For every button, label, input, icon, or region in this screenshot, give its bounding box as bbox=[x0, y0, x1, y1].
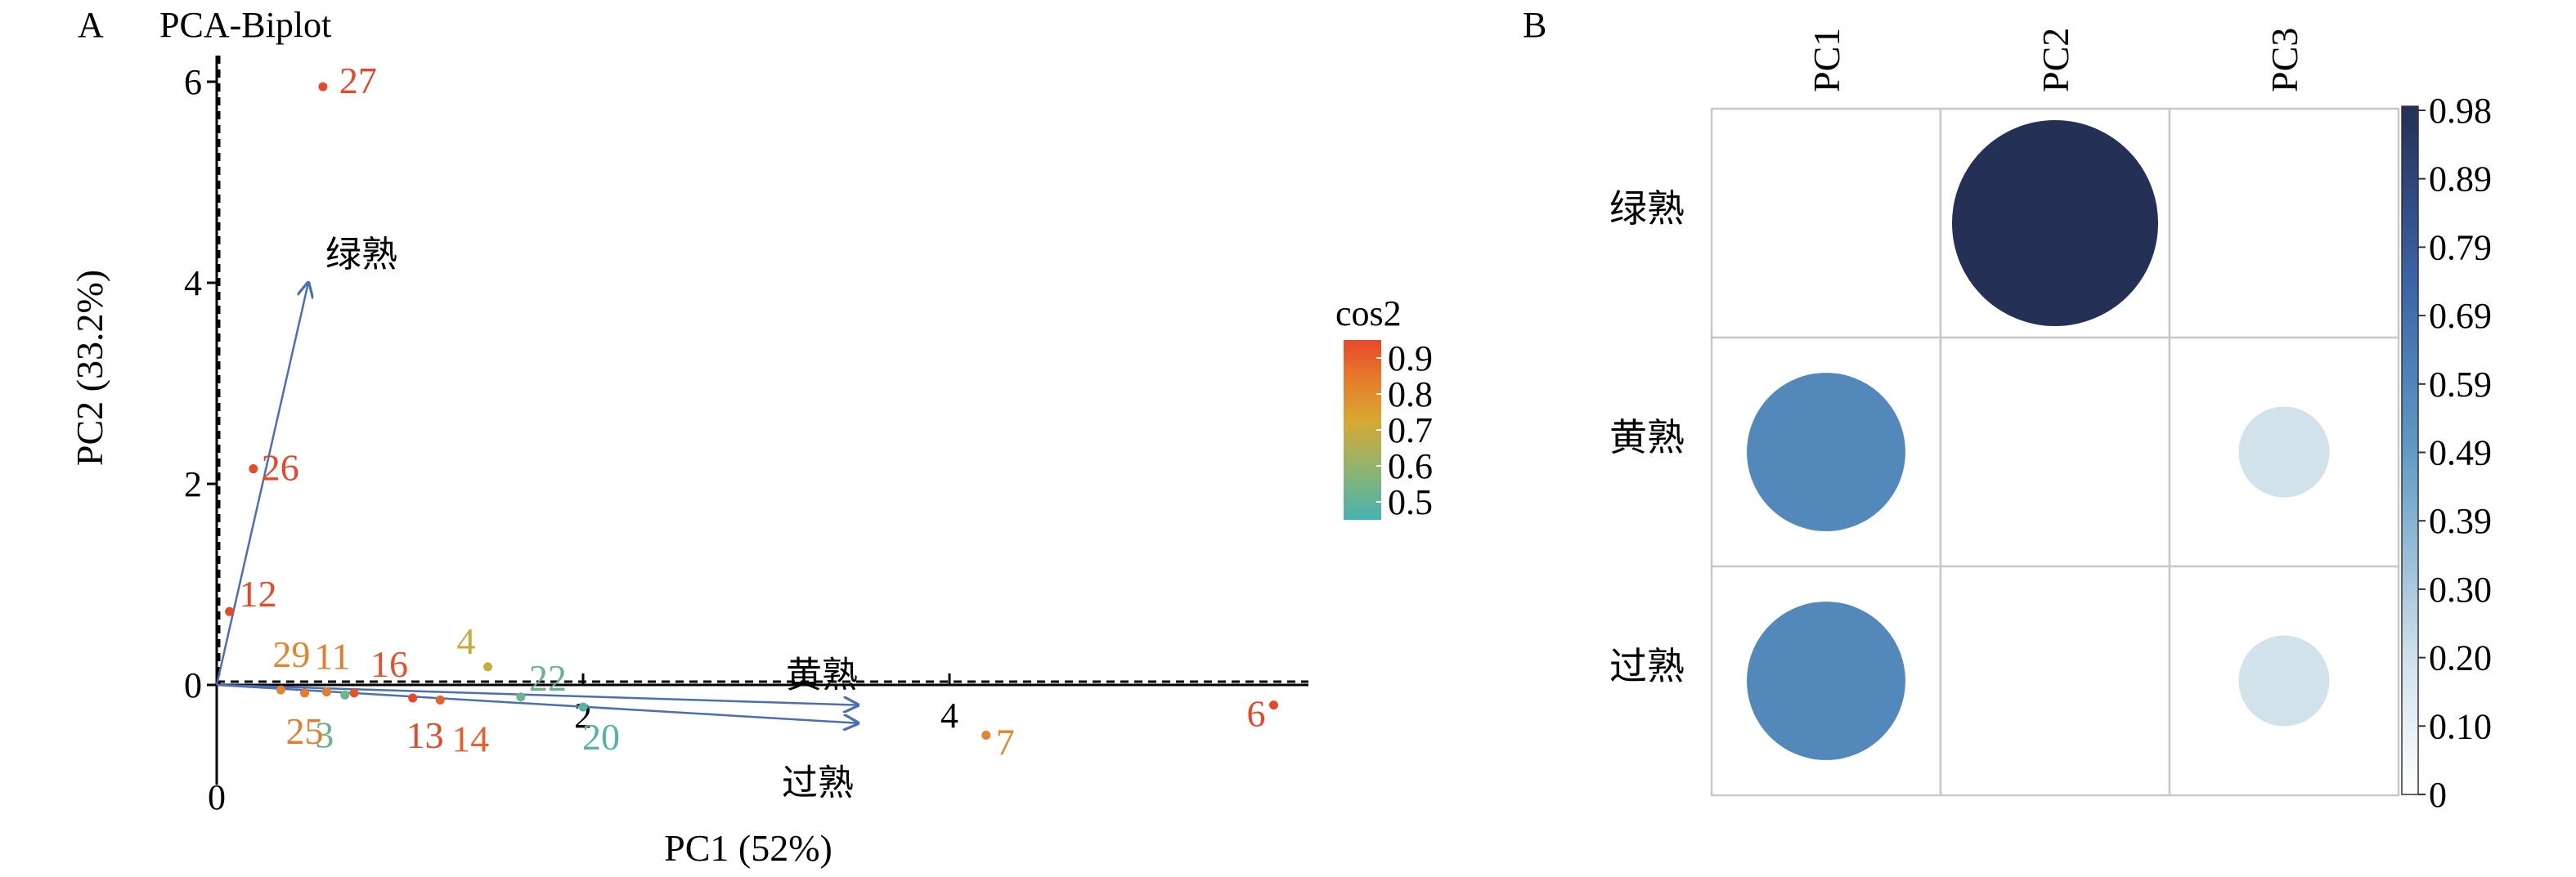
column-label: PC2 bbox=[2035, 28, 2076, 92]
colorbar-tick-label: 0.69 bbox=[2429, 296, 2492, 336]
score-point bbox=[321, 687, 331, 697]
colorbar-tick-label: 0.59 bbox=[2429, 365, 2492, 405]
row-label: 绿熟 bbox=[1609, 186, 1685, 230]
score-point bbox=[578, 702, 588, 712]
loading-vector bbox=[216, 683, 858, 705]
score-point bbox=[483, 662, 493, 672]
point-label: 12 bbox=[240, 573, 277, 615]
loading-vector-label: 过熟 bbox=[782, 763, 854, 804]
x-ticks: 02 4 bbox=[208, 673, 958, 817]
score-point bbox=[435, 695, 445, 705]
point-label: 26 bbox=[262, 447, 299, 489]
score-point bbox=[249, 464, 258, 474]
score-points: 27 26 12 29 11 16 4 22 253 13 14 20 7 6 bbox=[225, 60, 1278, 763]
point-label: 29 bbox=[272, 633, 310, 675]
score-point bbox=[981, 731, 991, 740]
y-ticks: 0 2 4 6 bbox=[184, 62, 217, 705]
cos2-tick-label: 0.7 bbox=[1388, 410, 1433, 450]
y-tick-label: 2 bbox=[184, 464, 202, 504]
correlation-cell bbox=[1939, 565, 2171, 797]
score-point bbox=[276, 685, 285, 695]
point-label: 3 bbox=[315, 714, 334, 755]
colorbar-tick-label: 0 bbox=[2429, 775, 2447, 815]
point-label: 22 bbox=[529, 657, 567, 699]
colorbar-tick-label: 0.30 bbox=[2429, 570, 2492, 610]
point-label: 11 bbox=[314, 636, 350, 678]
y-tick-label: 0 bbox=[184, 665, 202, 705]
panel-b-label: B bbox=[1523, 5, 1546, 45]
colorbar-tick-label: 0.89 bbox=[2429, 159, 2492, 199]
cos2-tick-label: 0.8 bbox=[1388, 374, 1433, 414]
y-tick-label: 6 bbox=[184, 62, 202, 102]
score-point bbox=[225, 606, 235, 616]
correlation-cell bbox=[1939, 336, 2171, 568]
colorbar-tick-label: 0.10 bbox=[2429, 706, 2492, 746]
loading-vector-label: 绿熟 bbox=[325, 234, 397, 275]
score-point bbox=[1268, 700, 1278, 710]
point-label: 4 bbox=[457, 620, 476, 662]
y-tick-label: 4 bbox=[184, 263, 202, 303]
row-label: 黄熟 bbox=[1609, 415, 1685, 459]
cos2-colorbar bbox=[1344, 340, 1381, 520]
colorbar-tick-label: 0.49 bbox=[2429, 433, 2492, 473]
point-label: 16 bbox=[370, 643, 408, 685]
x-tick-label: 4 bbox=[940, 696, 958, 736]
point-label: 6 bbox=[1246, 693, 1265, 735]
cos2-tick-label: 0.9 bbox=[1388, 338, 1433, 378]
point-label: 14 bbox=[451, 718, 489, 759]
correlation-grid bbox=[1710, 107, 2400, 797]
point-label: 20 bbox=[582, 716, 620, 758]
x-tick-label: 0 bbox=[208, 777, 226, 817]
column-label: PC3 bbox=[2264, 28, 2305, 92]
x-axis-label: PC1 (52%) bbox=[664, 827, 832, 869]
point-label: 27 bbox=[339, 60, 377, 101]
score-point bbox=[349, 688, 359, 698]
correlation-colorbar-ticks: 0.98 0.89 0.79 0.69 0.59 0.49 0.39 0.30 0.20 0.10… bbox=[2418, 91, 2492, 815]
cos2-legend-title: cos2 bbox=[1335, 293, 1402, 333]
loading-vector bbox=[215, 283, 308, 686]
score-point bbox=[516, 692, 526, 702]
correlation-circle bbox=[2238, 406, 2330, 498]
biplot-title: PCA-Biplot bbox=[159, 5, 331, 45]
correlation-circle bbox=[2238, 635, 2330, 727]
panel-a-label: A bbox=[78, 5, 104, 45]
column-label: PC1 bbox=[1806, 28, 1847, 92]
cos2-tick-label: 0.6 bbox=[1388, 446, 1433, 486]
loading-vector-label: 黄熟 bbox=[786, 655, 858, 696]
row-label: 过熟 bbox=[1609, 644, 1685, 688]
score-point bbox=[340, 690, 350, 700]
point-label: 25 bbox=[286, 710, 324, 752]
score-point bbox=[408, 693, 418, 703]
colorbar-tick-label: 0.39 bbox=[2429, 501, 2492, 541]
cos2-colorbar-ticks: 0.90.80.70.60.5 bbox=[1376, 338, 1433, 522]
correlation-cell bbox=[1710, 107, 1942, 339]
correlation-circle bbox=[1747, 602, 1905, 760]
colorbar-tick-label: 0.98 bbox=[2429, 91, 2492, 131]
column-labels: PC1 PC2 PC3 bbox=[1806, 28, 2305, 92]
correlation-cell bbox=[2168, 107, 2400, 339]
correlation-circle bbox=[1747, 373, 1905, 531]
cos2-tick-label: 0.5 bbox=[1388, 482, 1433, 522]
point-label: 7 bbox=[996, 722, 1015, 763]
correlation-circle bbox=[1952, 120, 2158, 326]
score-point bbox=[300, 688, 310, 698]
colorbar-tick-label: 0.79 bbox=[2429, 227, 2492, 267]
score-point bbox=[318, 82, 328, 92]
point-label: 13 bbox=[406, 714, 444, 756]
y-axis-label: PC2 (33.2%) bbox=[69, 270, 110, 466]
colorbar-tick-label: 0.20 bbox=[2429, 638, 2492, 678]
correlation-colorbar bbox=[2401, 105, 2419, 795]
